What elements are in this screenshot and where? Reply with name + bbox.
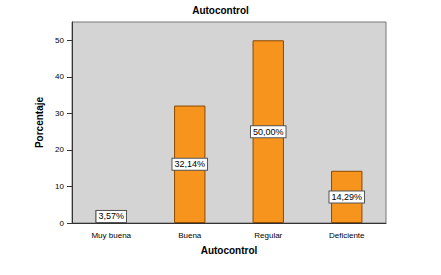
svg-text:Muy buena: Muy buena xyxy=(91,231,131,240)
svg-text:32,14%: 32,14% xyxy=(174,159,205,169)
svg-text:3,57%: 3,57% xyxy=(98,211,124,221)
svg-text:40: 40 xyxy=(55,72,64,81)
svg-text:Autocontrol: Autocontrol xyxy=(192,5,249,16)
svg-text:Deficiente: Deficiente xyxy=(329,231,365,240)
svg-text:30: 30 xyxy=(55,109,64,118)
svg-text:10: 10 xyxy=(55,182,64,191)
svg-text:Regular: Regular xyxy=(254,231,282,240)
svg-text:50,00%: 50,00% xyxy=(253,127,284,137)
svg-text:Autocontrol: Autocontrol xyxy=(201,245,258,256)
svg-text:Porcentaje: Porcentaje xyxy=(34,96,45,148)
svg-text:50: 50 xyxy=(55,36,64,45)
svg-text:14,29%: 14,29% xyxy=(331,192,362,202)
svg-text:Buena: Buena xyxy=(178,231,202,240)
svg-text:0: 0 xyxy=(60,219,65,228)
svg-text:20: 20 xyxy=(55,145,64,154)
